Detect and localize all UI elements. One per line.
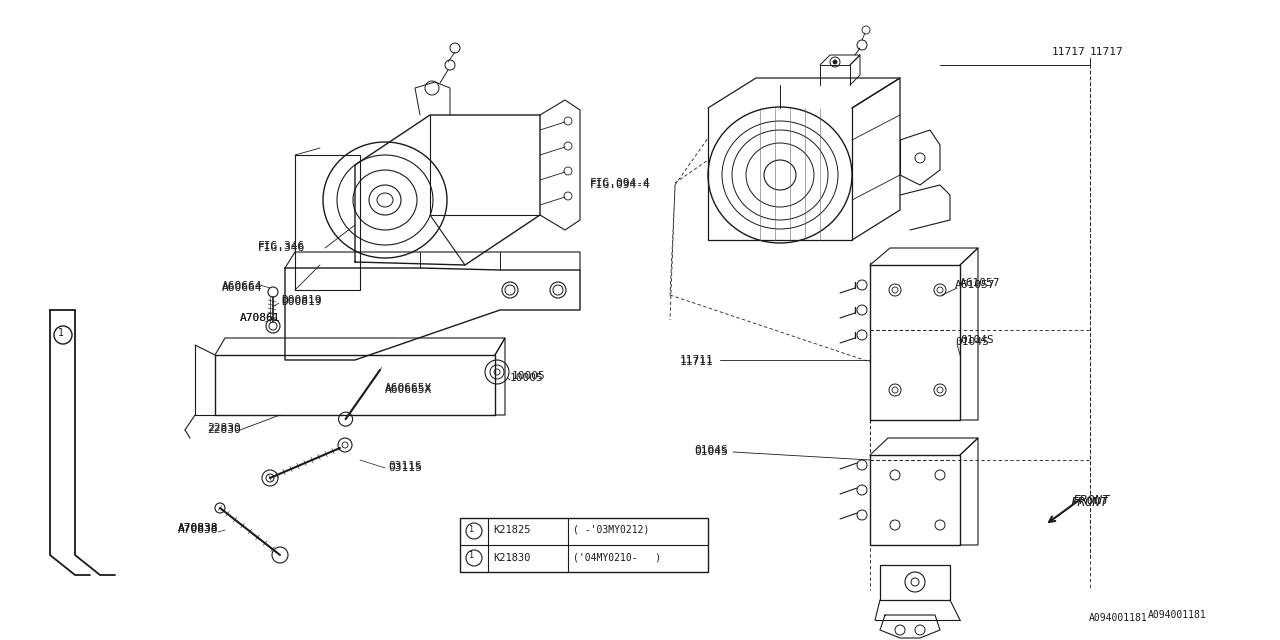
Text: A60664: A60664 — [221, 283, 262, 293]
Text: 11717: 11717 — [1091, 47, 1124, 57]
Text: ('04MY0210-   ): ('04MY0210- ) — [573, 553, 662, 563]
Text: K21825: K21825 — [493, 525, 530, 535]
Text: 11711: 11711 — [680, 357, 714, 367]
Text: 11717: 11717 — [1051, 47, 1085, 57]
Ellipse shape — [378, 193, 393, 207]
Text: ( -'03MY0212): ( -'03MY0212) — [573, 525, 649, 535]
Text: A70838: A70838 — [178, 523, 219, 533]
Text: 1: 1 — [468, 525, 474, 534]
Text: 22830: 22830 — [207, 423, 241, 433]
Text: A61057: A61057 — [960, 278, 1001, 288]
Text: 22830: 22830 — [207, 425, 241, 435]
Text: D00819: D00819 — [282, 295, 321, 305]
Text: 10005: 10005 — [512, 371, 545, 381]
Text: FIG.094-4: FIG.094-4 — [590, 178, 650, 188]
Text: D00819: D00819 — [282, 297, 321, 307]
Text: FIG.346: FIG.346 — [259, 241, 305, 251]
Text: A60665X: A60665X — [385, 383, 433, 393]
Text: A61057: A61057 — [955, 280, 996, 290]
Circle shape — [466, 550, 483, 566]
Bar — [294, 155, 360, 290]
Text: 1: 1 — [58, 328, 64, 338]
Text: 1: 1 — [468, 552, 474, 561]
Text: 10005: 10005 — [509, 373, 544, 383]
Text: FRONT: FRONT — [1070, 495, 1107, 509]
Text: 0311S: 0311S — [388, 461, 421, 471]
Circle shape — [833, 60, 837, 64]
Text: A60665X: A60665X — [385, 385, 433, 395]
Bar — [460, 518, 708, 572]
Text: K21830: K21830 — [493, 553, 530, 563]
Text: A70838: A70838 — [178, 525, 219, 535]
Text: FIG.346: FIG.346 — [259, 243, 305, 253]
Text: FRONT: FRONT — [1073, 493, 1110, 506]
Text: A094001181: A094001181 — [1148, 610, 1207, 620]
Circle shape — [466, 523, 483, 539]
Text: A70838: A70838 — [178, 523, 219, 533]
Text: 0104S: 0104S — [694, 447, 728, 457]
Text: 0104S: 0104S — [694, 445, 728, 455]
Text: 0104S: 0104S — [960, 335, 993, 345]
Circle shape — [54, 326, 72, 344]
Text: 0311S: 0311S — [388, 463, 421, 473]
Text: A70861: A70861 — [241, 313, 280, 323]
Text: A60664: A60664 — [221, 281, 262, 291]
Text: A70861: A70861 — [241, 313, 280, 323]
Text: 11711: 11711 — [680, 355, 714, 365]
Text: FIG.094-4: FIG.094-4 — [590, 180, 650, 190]
Text: 0104S: 0104S — [955, 337, 988, 347]
Text: A094001181: A094001181 — [1089, 613, 1148, 623]
